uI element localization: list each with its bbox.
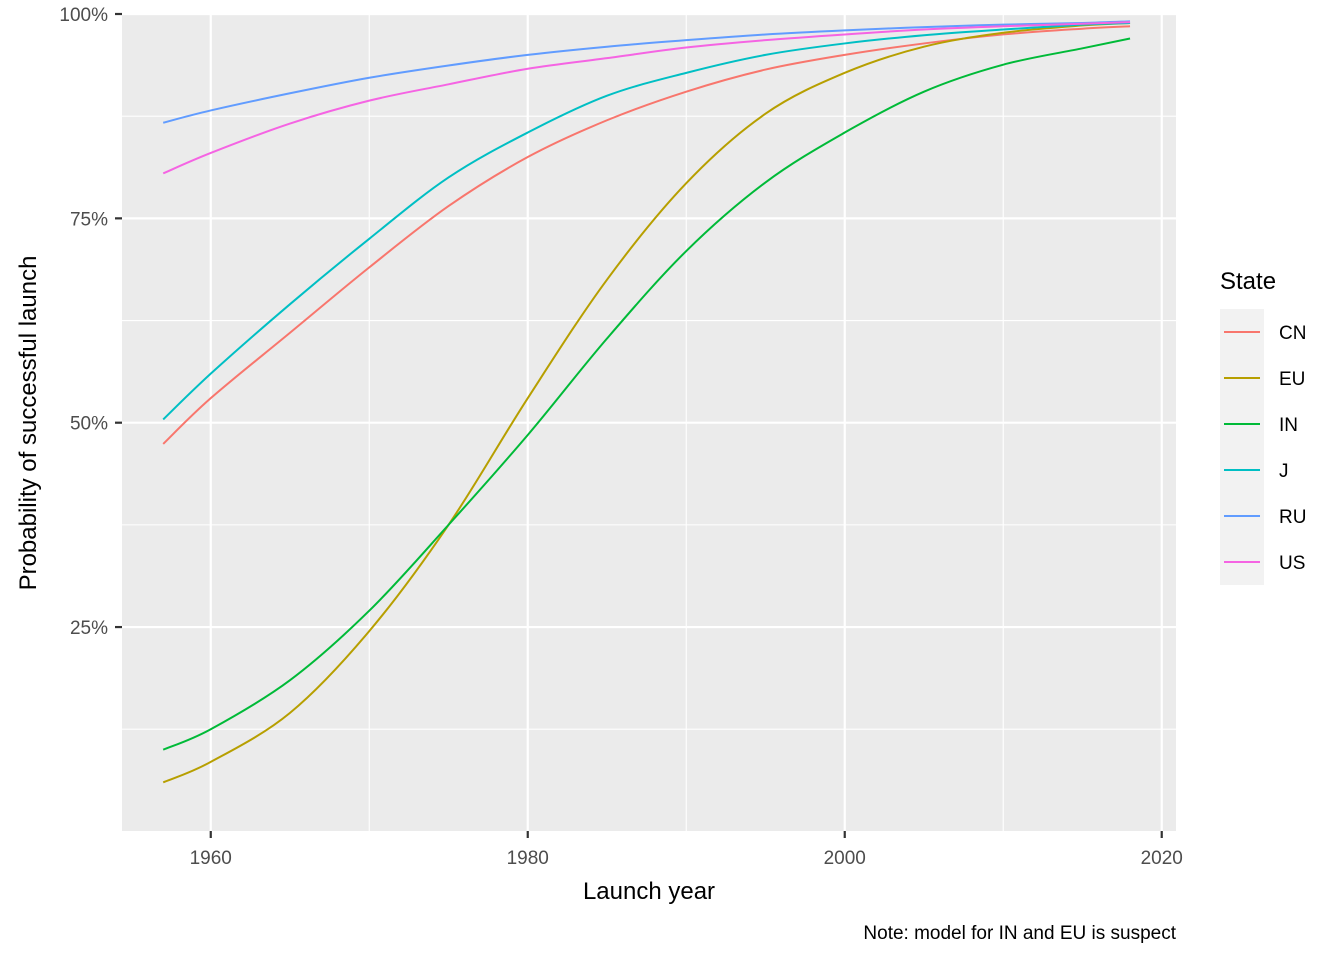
legend-item-j: J [1220,447,1289,493]
series-line-us [162,21,1131,175]
series-line-j [162,21,1131,421]
legend-item-ru: RU [1220,493,1306,539]
legend-items: CN EU IN J RU US [1220,309,1306,585]
y-tick-label: 100% [59,5,108,26]
legend-label: J [1279,461,1289,482]
caption-note: Note: model for IN and EU is suspect [863,923,1176,944]
x-axis: 1960 1980 2000 2020 [190,831,1183,869]
legend-title: State [1220,268,1276,295]
major-gridlines [122,12,1176,831]
y-tick-label: 75% [70,209,108,230]
legend-label: CN [1279,323,1306,344]
series-lines [162,20,1131,784]
legend-label: RU [1279,507,1306,528]
y-axis: 25% 50% 75% 100% [59,5,122,639]
legend-label: EU [1279,369,1305,390]
legend-item-us: US [1220,539,1305,585]
y-tick-label: 50% [70,414,108,435]
x-tick-label: 2020 [1141,848,1183,869]
x-axis-title: Launch year [583,878,715,905]
series-line-eu [162,21,1131,784]
legend-item-cn: CN [1220,309,1306,355]
series-line-ru [162,20,1131,124]
legend-label: US [1279,553,1305,574]
y-tick-label: 25% [70,618,108,639]
legend: State CN EU IN J RU US [1220,268,1306,585]
y-axis-title: Probability of successful launch [15,256,42,591]
x-tick-label: 2000 [824,848,866,869]
legend-item-in: IN [1220,401,1298,447]
x-tick-label: 1960 [190,848,232,869]
legend-item-eu: EU [1220,355,1305,401]
legend-label: IN [1279,415,1298,436]
x-tick-label: 1980 [507,848,549,869]
series-line-in [162,37,1131,751]
